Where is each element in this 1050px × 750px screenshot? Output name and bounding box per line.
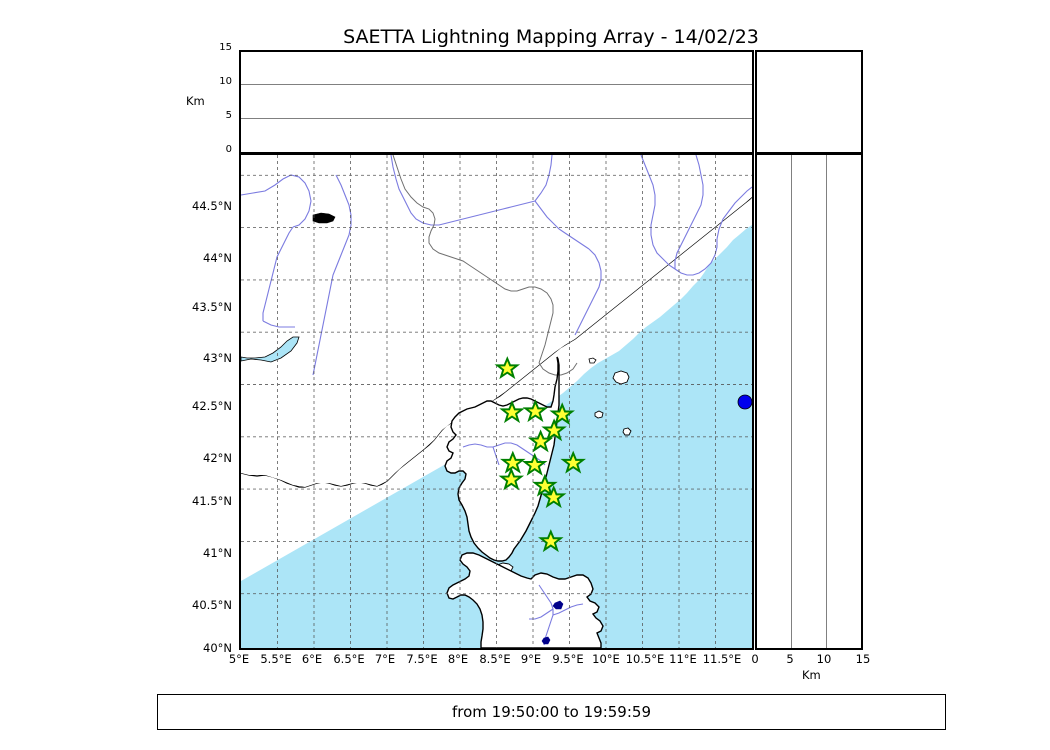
lat-tick-44-5: 44.5°N	[192, 199, 232, 213]
lon-tick-7: 7°E	[374, 652, 396, 666]
time-range-status-bar: from 19:50:00 to 19:59:59	[157, 694, 946, 730]
lon-tick-5: 5°E	[228, 652, 250, 666]
lat-tick-42: 42°N	[203, 451, 232, 465]
lat-tick-42-5: 42.5°N	[192, 399, 232, 413]
lat-tick-43-5: 43.5°N	[192, 300, 232, 314]
station-marker	[540, 485, 567, 509]
top-gridline-10	[241, 84, 752, 85]
side-tick-10: 10	[816, 652, 832, 666]
altitude-tick-10: 10	[219, 76, 232, 87]
altitude-tick-0: 0	[225, 144, 232, 155]
altitude-longitude-panel	[239, 50, 754, 154]
station-marker	[549, 402, 575, 426]
island-small-1	[588, 357, 597, 364]
lon-tick-6: 6°E	[301, 652, 323, 666]
station-markers	[494, 356, 586, 553]
lon-tick-11-5: 11.5°E	[702, 652, 742, 666]
map-graphics	[241, 155, 752, 648]
map-panel[interactable]	[239, 153, 754, 650]
source-marker	[737, 394, 752, 410]
station-marker	[532, 473, 558, 497]
page-title: SAETTA Lightning Mapping Array - 14/02/2…	[343, 26, 759, 48]
sardinia-lake-north	[552, 600, 564, 610]
station-marker	[521, 452, 548, 476]
lat-tick-41: 41°N	[203, 546, 232, 560]
island-capraia	[612, 370, 630, 385]
lon-tick-5-5: 5.5°E	[260, 652, 292, 666]
lon-tick-7-5: 7.5°E	[406, 652, 438, 666]
top-gridline-5	[241, 118, 752, 119]
lon-tick-6-5: 6.5°E	[333, 652, 365, 666]
land-mainland-fill	[241, 155, 752, 487]
station-marker	[527, 429, 554, 453]
lon-tick-8-5: 8.5°E	[479, 652, 511, 666]
side-axis-label: Km	[802, 668, 821, 682]
station-marker	[498, 467, 525, 491]
map-gridlines	[241, 155, 752, 648]
station-marker	[560, 450, 586, 474]
station-marker	[541, 418, 567, 442]
station-marker	[500, 450, 526, 474]
tuscan-archipelago	[588, 357, 632, 436]
side-gridline-5	[791, 155, 792, 648]
side-tick-0: 0	[751, 652, 759, 666]
station-marker	[494, 356, 521, 380]
station-marker	[522, 399, 549, 423]
station-marker	[538, 529, 564, 553]
side-gridline-10	[826, 155, 827, 648]
lon-tick-10: 10°E	[592, 652, 620, 666]
lat-tick-40-5: 40.5°N	[192, 598, 232, 612]
station-marker	[499, 400, 525, 424]
source-markers	[737, 394, 752, 410]
lake-mainland	[312, 212, 336, 224]
corner-panel	[755, 50, 863, 154]
time-range-text: from 19:50:00 to 19:59:59	[451, 703, 651, 721]
lon-tick-10-5: 10.5°E	[625, 652, 665, 666]
rivers	[241, 155, 752, 376]
lat-tick-44: 44°N	[203, 251, 232, 265]
side-tick-15: 15	[855, 652, 871, 666]
sardinia-landmass	[446, 552, 604, 648]
side-tick-5: 5	[786, 652, 794, 666]
altitude-tick-15: 15	[219, 42, 232, 53]
lat-tick-43: 43°N	[203, 351, 232, 365]
lat-tick-41-5: 41.5°N	[192, 494, 232, 508]
sardinia-island	[446, 552, 604, 648]
altitude-tick-5: 5	[225, 110, 232, 121]
altitude-latitude-panel	[755, 153, 863, 650]
lat-tick-40: 40°N	[203, 641, 232, 655]
lon-tick-11: 11°E	[669, 652, 697, 666]
island-elba	[594, 410, 604, 419]
island-pianosa	[622, 427, 632, 436]
lon-tick-9: 9°E	[520, 652, 542, 666]
sardinia-lake-south	[541, 636, 551, 645]
altitude-axis-label: Km	[186, 94, 205, 108]
lon-tick-8: 8°E	[447, 652, 469, 666]
coast-inlet-west	[241, 336, 300, 363]
lon-tick-9-5: 9.5°E	[552, 652, 584, 666]
